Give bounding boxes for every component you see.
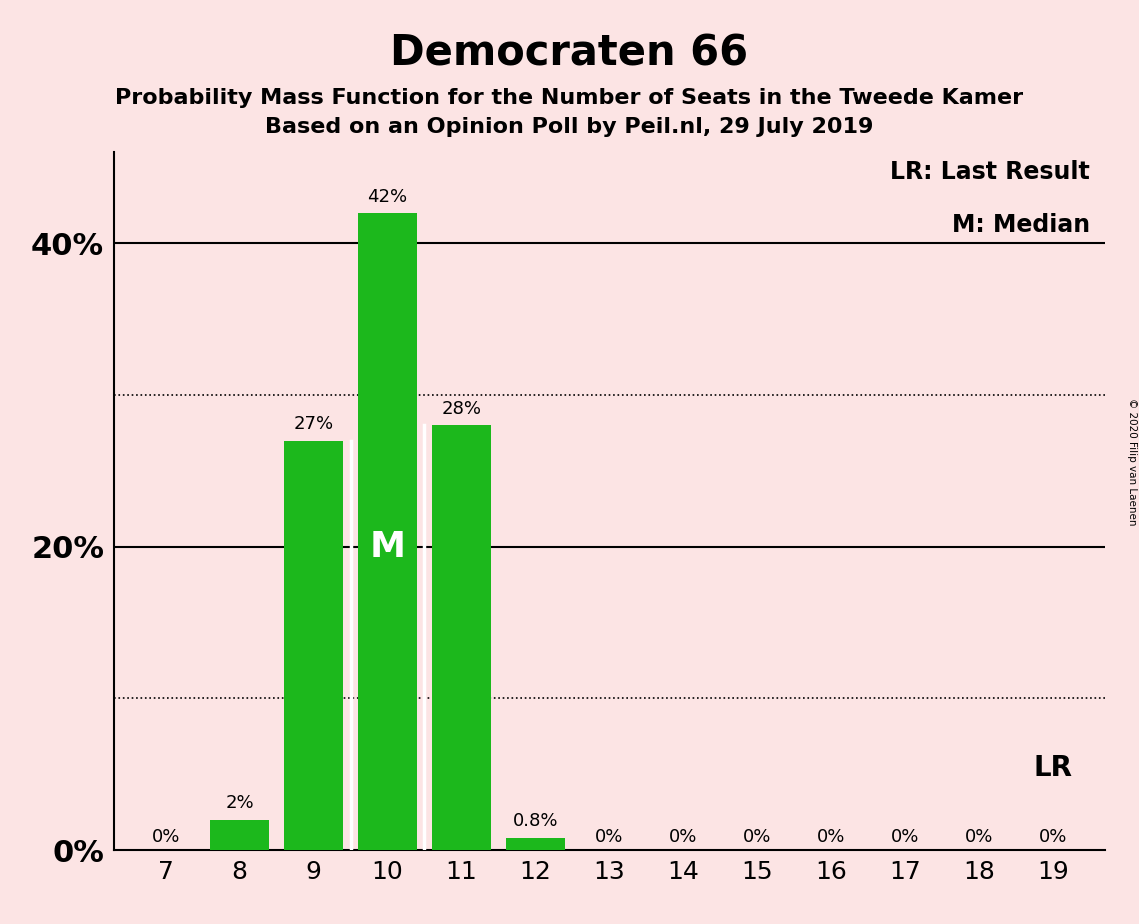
Bar [210,820,269,850]
Text: M: M [369,529,405,564]
Text: Democraten 66: Democraten 66 [391,32,748,74]
Text: 0.8%: 0.8% [513,812,558,831]
Text: © 2020 Filip van Laenen: © 2020 Filip van Laenen [1126,398,1137,526]
Text: 42%: 42% [368,188,408,205]
Bar [358,213,417,850]
Bar [284,441,343,850]
Text: 0%: 0% [743,828,771,845]
Text: LR: LR [1033,754,1073,782]
Text: 2%: 2% [226,794,254,812]
Bar [506,838,565,850]
Text: M: Median: M: Median [952,213,1090,237]
Text: Based on an Opinion Poll by Peil.nl, 29 July 2019: Based on an Opinion Poll by Peil.nl, 29 … [265,117,874,138]
Bar [432,425,491,850]
Text: 0%: 0% [151,828,180,845]
Text: 0%: 0% [669,828,697,845]
Text: 27%: 27% [294,415,334,433]
Text: 0%: 0% [1039,828,1067,845]
Text: 0%: 0% [891,828,919,845]
Text: 0%: 0% [817,828,845,845]
Text: LR: Last Result: LR: Last Result [891,160,1090,184]
Text: 28%: 28% [442,400,482,418]
Text: 0%: 0% [596,828,623,845]
Text: 0%: 0% [965,828,993,845]
Text: Probability Mass Function for the Number of Seats in the Tweede Kamer: Probability Mass Function for the Number… [115,88,1024,108]
